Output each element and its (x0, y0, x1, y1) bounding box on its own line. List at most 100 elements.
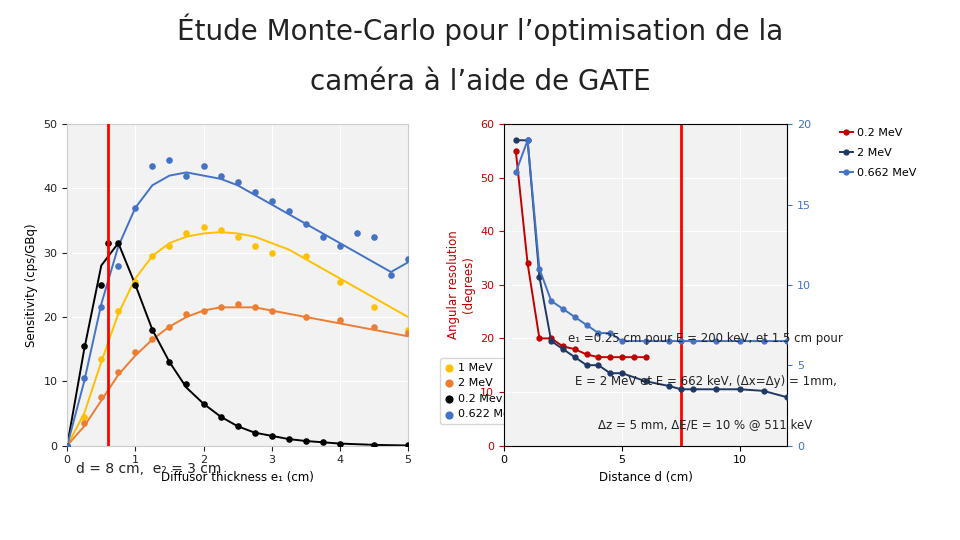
1 MeV (77, 412, 92, 421)
1 MeV (110, 306, 126, 315)
0.662 MeV (639, 338, 651, 345)
2 MeV (781, 394, 793, 401)
0.662 MeV (710, 338, 722, 345)
0.622 MeV (299, 219, 314, 228)
0.622 MeV (161, 155, 177, 164)
Text: 04/03/2021: 04/03/2021 (38, 511, 115, 524)
0.2 Mev (161, 357, 177, 366)
Legend: 1 MeV, 2 MeV, 0.2 Mev, 0.622 MeV: 1 MeV, 2 MeV, 0.2 Mev, 0.622 MeV (440, 359, 521, 424)
0.2 Mev (315, 438, 330, 447)
X-axis label: Diffusor thickness e₁ (cm): Diffusor thickness e₁ (cm) (161, 471, 314, 484)
0.2 Mev (101, 239, 116, 247)
0.622 MeV (60, 441, 75, 450)
2 MeV (400, 329, 416, 338)
Line: 0.2 MeV: 0.2 MeV (514, 148, 648, 360)
Text: 8: 8 (913, 511, 922, 524)
2 MeV (145, 335, 160, 344)
0.662 MeV (534, 266, 545, 272)
2 MeV (605, 370, 616, 376)
1 MeV (400, 326, 416, 334)
0.662 MeV (510, 169, 521, 176)
0.662 MeV (616, 338, 628, 345)
0.2 MeV (628, 354, 639, 360)
0.2 Mev (400, 441, 416, 449)
0.2 MeV (569, 346, 581, 352)
0.2 MeV (639, 354, 651, 360)
1 MeV (367, 303, 382, 312)
0.2 Mev (264, 431, 279, 440)
X-axis label: Distance d (cm): Distance d (cm) (599, 471, 692, 484)
2 MeV (230, 300, 246, 308)
2 MeV (687, 386, 699, 393)
0.622 MeV (315, 232, 330, 241)
0.2 Mev (94, 281, 108, 289)
2 MeV (592, 362, 604, 368)
2 MeV (510, 137, 521, 144)
2 MeV (522, 137, 534, 144)
1 MeV (247, 242, 262, 251)
0.662 MeV (687, 338, 699, 345)
0.622 MeV (383, 271, 398, 280)
1 MeV (196, 222, 211, 231)
2 MeV (264, 306, 279, 315)
2 MeV (734, 386, 746, 393)
Y-axis label: Sensitivity (cps/GBq): Sensitivity (cps/GBq) (25, 223, 37, 347)
2 MeV (616, 370, 628, 376)
2 MeV (161, 322, 177, 331)
1 MeV (128, 278, 143, 286)
0.2 Mev (213, 412, 228, 421)
2 MeV (569, 354, 581, 360)
0.622 MeV (145, 161, 160, 170)
0.622 MeV (367, 232, 382, 241)
0.2 MeV (534, 335, 545, 342)
Y-axis label: Angular resolution
(degrees): Angular resolution (degrees) (446, 231, 474, 339)
Text: NANTES: NANTES (453, 511, 507, 524)
1 MeV (230, 232, 246, 241)
2 MeV (367, 322, 382, 331)
2 MeV (581, 362, 592, 368)
0.622 MeV (128, 204, 143, 212)
0.2 Mev (60, 441, 75, 450)
0.2 Mev (367, 440, 382, 449)
2 MeV (557, 346, 568, 352)
2 MeV (332, 316, 348, 325)
0.2 Mev (145, 326, 160, 334)
0.2 MeV (605, 354, 616, 360)
0.2 Mev (110, 239, 126, 247)
0.622 MeV (179, 171, 194, 180)
0.2 MeV (592, 354, 604, 360)
Line: 2 MeV: 2 MeV (514, 138, 790, 400)
0.622 MeV (264, 197, 279, 206)
0.2 Mev (247, 428, 262, 437)
0.662 MeV (545, 298, 557, 304)
0.622 MeV (213, 171, 228, 180)
0.2 Mev (128, 281, 143, 289)
Line: 0.662 MeV: 0.662 MeV (514, 138, 790, 343)
0.662 MeV (522, 137, 534, 144)
0.622 MeV (247, 187, 262, 196)
1 MeV (332, 278, 348, 286)
1 MeV (179, 229, 194, 238)
2 MeV (663, 383, 675, 389)
1 MeV (264, 248, 279, 257)
0.2 MeV (522, 260, 534, 267)
0.622 MeV (94, 303, 108, 312)
0.2 Mev (230, 422, 246, 430)
Text: caméra à l’aide de GATE: caméra à l’aide de GATE (310, 68, 650, 96)
Legend: 0.2 MeV, 2 MeV, 0.662 MeV: 0.2 MeV, 2 MeV, 0.662 MeV (835, 123, 922, 182)
2 MeV (77, 418, 92, 427)
2 MeV (299, 313, 314, 321)
0.622 MeV (230, 178, 246, 186)
1 MeV (213, 226, 228, 234)
Text: Δz = 5 mm, ΔE/E = 10 % @ 511 keV: Δz = 5 mm, ΔE/E = 10 % @ 511 keV (598, 418, 813, 431)
0.622 MeV (332, 242, 348, 251)
1 MeV (94, 354, 108, 363)
2 MeV (179, 309, 194, 318)
0.662 MeV (734, 338, 746, 345)
0.622 MeV (77, 374, 92, 382)
0.662 MeV (592, 330, 604, 336)
0.662 MeV (675, 338, 686, 345)
0.2 MeV (616, 354, 628, 360)
2 MeV (196, 306, 211, 315)
0.2 MeV (557, 343, 568, 350)
